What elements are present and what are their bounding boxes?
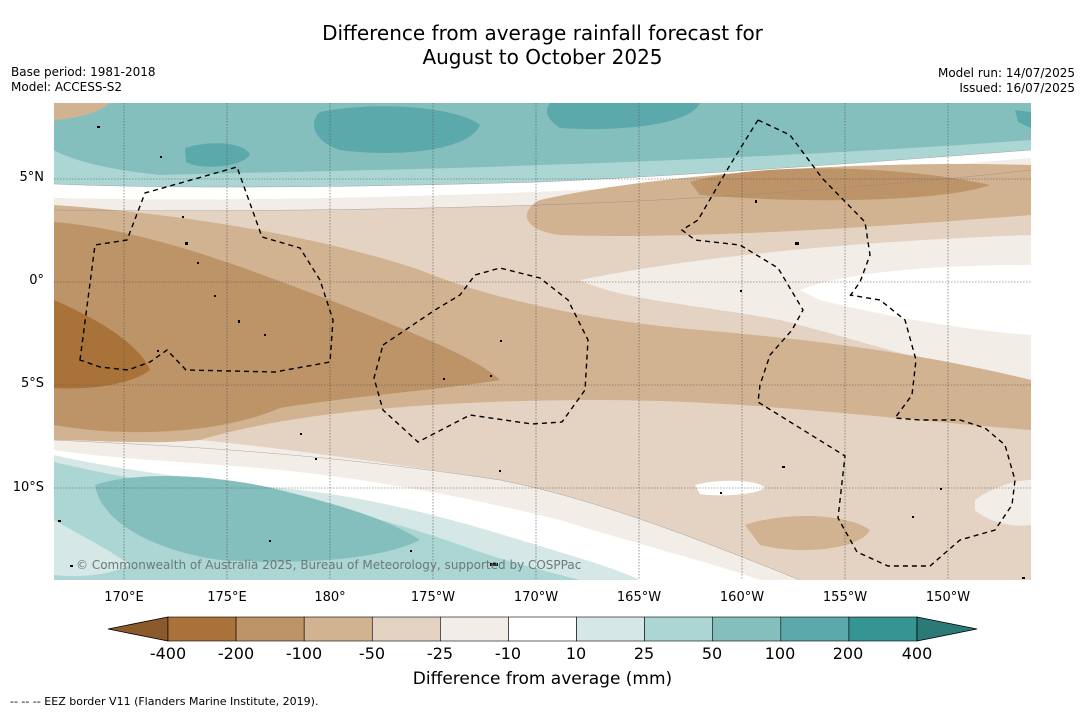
map-title: Difference from average rainfall forecas… — [0, 21, 1085, 69]
eez-borders — [79, 119, 1016, 567]
eez-legend-note: -- -- -- EEZ border V11 (Flanders Marine… — [10, 695, 319, 708]
islands — [58, 126, 1025, 579]
lon-label: 170°W — [513, 590, 559, 605]
colorbar-tick-label: 25 — [633, 644, 655, 663]
colorbar-tick-label: -200 — [217, 644, 255, 663]
colorbar-tick-label: -10 — [494, 644, 522, 663]
colorbar-swatch — [508, 616, 577, 642]
lon-label: 180° — [314, 590, 346, 605]
graticule — [54, 103, 1031, 580]
map-field — [54, 103, 1031, 580]
title-line-2: August to October 2025 — [422, 45, 663, 69]
lon-label: 160°W — [719, 590, 765, 605]
lon-label: 170°E — [104, 590, 144, 605]
colorbar-tick-label: 400 — [901, 644, 933, 663]
colorbar-swatch — [712, 616, 782, 642]
colorbar-swatch — [848, 616, 918, 642]
colorbar-swatch — [780, 616, 850, 642]
issued-date: Issued: 16/07/2025 — [959, 81, 1075, 95]
colorbar-tick-label: 10 — [565, 644, 587, 663]
colorbar-swatch — [440, 616, 509, 642]
colorbar-tick-label: 200 — [832, 644, 864, 663]
lat-label: 5°S — [20, 376, 44, 391]
colorbar-high-extend — [916, 616, 978, 642]
base-period: Base period: 1981-2018 — [11, 65, 156, 79]
colorbar — [107, 616, 978, 642]
model-name: Model: ACCESS-S2 — [11, 80, 123, 94]
colorbar-tick-label: 100 — [764, 644, 796, 663]
colorbar-swatch — [644, 616, 714, 642]
copyright-notice: © Commonwealth of Australia 2025, Bureau… — [76, 558, 582, 572]
colorbar-tick-label: 50 — [701, 644, 723, 663]
model-run: Model run: 14/07/2025 — [937, 66, 1075, 80]
colorbar-tick-label: -25 — [426, 644, 454, 663]
colorbar-low-extend — [107, 616, 169, 642]
colorbar-swatch — [303, 616, 373, 642]
lon-label: 150°W — [925, 590, 971, 605]
lon-label: 165°W — [616, 590, 662, 605]
lat-label: 5°N — [19, 170, 45, 185]
lon-label: 155°W — [822, 590, 868, 605]
lon-label: 175°E — [207, 590, 247, 605]
colorbar-swatch — [235, 616, 305, 642]
colorbar-title: Difference from average (mm) — [412, 669, 673, 689]
west-dry-core — [54, 300, 150, 389]
colorbar-tick-label: -400 — [149, 644, 187, 663]
colorbar-swatch — [167, 616, 237, 642]
colorbar-tick-label: -50 — [358, 644, 386, 663]
colorbar-tick-label: -100 — [285, 644, 323, 663]
lat-label: 0° — [29, 273, 44, 288]
colorbar-swatch — [576, 616, 645, 642]
meta-left: Base period: 1981-2018 Model: ACCESS-S2 — [11, 65, 156, 95]
meta-right: Model run: 14/07/2025 Issued: 16/07/2025 — [938, 66, 1075, 96]
lat-label: 10°S — [12, 480, 44, 495]
title-line-1: Difference from average rainfall forecas… — [322, 21, 763, 45]
lon-label: 175°W — [410, 590, 456, 605]
colorbar-swatch — [371, 616, 441, 642]
